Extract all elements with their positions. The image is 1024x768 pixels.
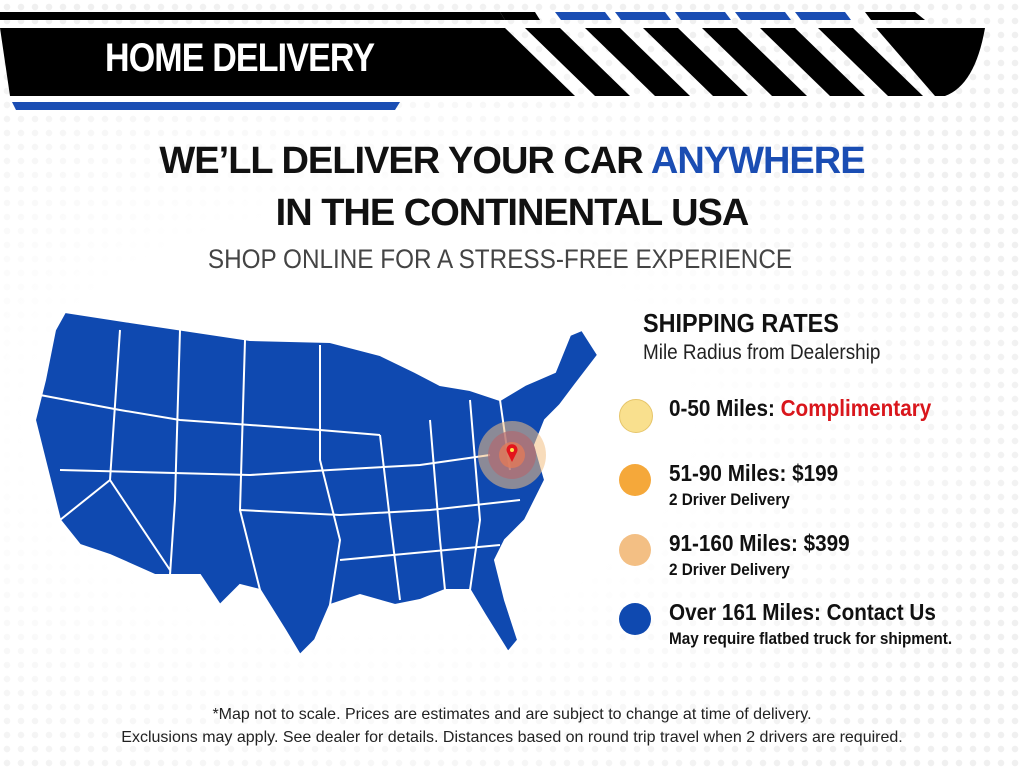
rate-note: May require flatbed truck for shipment. — [669, 629, 953, 648]
headline-subtitle: SHOP ONLINE FOR A STRESS-FREE EXPERIENCE — [207, 244, 793, 274]
header-banner — [0, 12, 985, 110]
usa-map — [33, 310, 600, 657]
rates-title: SHIPPING RATES — [643, 308, 839, 338]
map-pin-icon — [506, 444, 518, 462]
footer-disclaimer-1: *Map not to scale. Prices are estimates … — [212, 706, 812, 723]
rate-label: Over 161 Miles: Contact Us — [669, 599, 936, 625]
rate-label: 91-160 Miles: $399 — [669, 530, 850, 556]
rate-label: 0-50 Miles: — [669, 395, 781, 421]
zone-color-dot — [619, 464, 651, 496]
shipping-rates: SHIPPING RATES Mile Radius from Dealersh… — [619, 308, 952, 648]
rates-subtitle: Mile Radius from Dealership — [643, 341, 881, 364]
zone-color-dot — [619, 399, 653, 433]
rate-note: 2 Driver Delivery — [669, 490, 790, 509]
zone-color-dot — [619, 534, 651, 566]
header-title: HOME DELIVERY — [105, 36, 375, 80]
headline-line2: IN THE CONTINENTAL USA — [275, 192, 750, 234]
rate-note: 2 Driver Delivery — [669, 560, 790, 579]
headline-prefix: WE’LL DELIVER YOUR CAR — [159, 140, 651, 182]
headline-accent: ANYWHERE — [650, 140, 866, 182]
rate-value: Complimentary — [780, 395, 932, 421]
footer-disclaimer-2: Exclusions may apply. See dealer for det… — [121, 729, 903, 746]
usa-outline — [33, 310, 600, 657]
rate-label: 51-90 Miles: $199 — [669, 460, 839, 486]
zone-color-dot — [619, 603, 651, 635]
headline-line1: WE’LL DELIVER YOUR CAR ANYWHERE — [0, 140, 1024, 183]
